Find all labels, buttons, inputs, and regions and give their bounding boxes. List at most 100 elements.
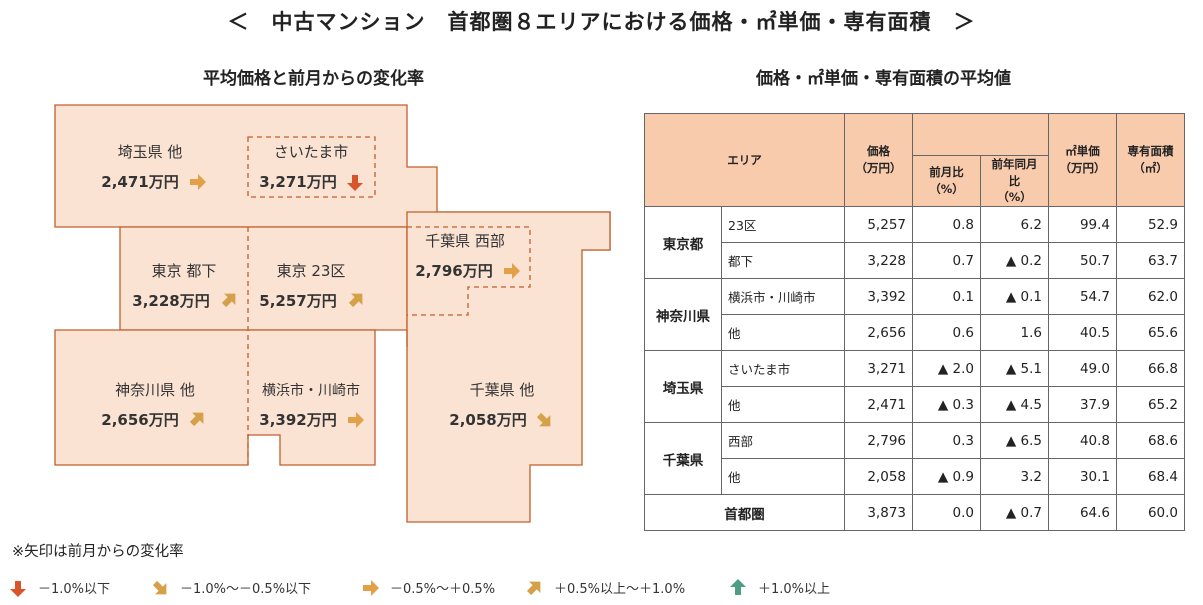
- legend-label: ＋0.5%以上～＋1.0%: [554, 582, 685, 597]
- cell-unit-price: 54.7: [1048, 278, 1117, 316]
- table-row: 千葉県 西部 2,796 0.3 ▲ 6.5 40.8 68.6: [644, 422, 1185, 496]
- cell-unit-price: 30.1: [1048, 458, 1117, 496]
- cell-size: 66.8: [1116, 350, 1185, 388]
- map-subtitle: 平均価格と前月からの変化率: [203, 69, 424, 89]
- cell-price: 2,656: [844, 314, 913, 352]
- cell-size: 68.6: [1116, 422, 1185, 460]
- cell-yoy: ▲ 6.5: [980, 422, 1049, 460]
- region-label: 東京 23区: [277, 262, 346, 280]
- header-area: エリア: [644, 112, 845, 208]
- cell-mom: 0.0: [912, 494, 981, 532]
- group-label: 東京都: [644, 206, 722, 280]
- cell-price: 3,392: [844, 278, 913, 316]
- region-label: 東京 都下: [152, 262, 217, 280]
- cell-unit-price: 49.0: [1048, 350, 1117, 388]
- region-price: 3,228万円: [132, 292, 209, 310]
- table-row: 他 2,471 ▲ 0.3 ▲ 4.5 37.9 65.2: [645, 386, 1185, 424]
- row-label: 都下: [721, 242, 845, 280]
- group-label: 埼玉県: [644, 350, 722, 424]
- cell-unit-price: 37.9: [1048, 386, 1117, 424]
- cell-size: 68.4: [1116, 458, 1185, 496]
- region-price: 2,471万円: [101, 173, 178, 191]
- table-row: 他 2,656 0.6 1.6 40.5 65.6: [645, 314, 1185, 352]
- flat-arrow-icon: [363, 580, 379, 596]
- cell-size: 63.7: [1116, 242, 1185, 280]
- table-row: 埼玉県 さいたま市 3,271 ▲ 2.0 ▲ 5.1 49.0 66.8: [644, 350, 1185, 424]
- row-label: 23区: [721, 206, 845, 244]
- header-unit-price: ㎡単価 （万円）: [1048, 112, 1117, 208]
- cell-yoy: ▲ 5.1: [980, 350, 1049, 388]
- cell-yoy: ▲ 0.2: [980, 242, 1049, 280]
- region-tokyo: [119, 226, 408, 331]
- header-price: 価格 （万円）: [844, 112, 913, 208]
- cell-unit-price: 40.5: [1048, 314, 1117, 352]
- header-area-size: 専有面積 （㎡）: [1116, 112, 1185, 208]
- row-label: 他: [721, 386, 845, 424]
- group-label: 神奈川県: [644, 278, 722, 352]
- cell-mom: 0.1: [912, 278, 981, 316]
- legend-label: ＋1.0%以上: [758, 582, 830, 597]
- legend-label: －0.5%～＋0.5%: [390, 582, 495, 597]
- row-label: 西部: [721, 422, 845, 460]
- total-label: 首都圏: [644, 494, 845, 532]
- cell-yoy: ▲ 0.7: [980, 494, 1049, 532]
- region-price: 2,656万円: [101, 411, 178, 429]
- cell-yoy: 1.6: [980, 314, 1049, 352]
- legend-label: －1.0%～－0.5%以下: [180, 582, 311, 597]
- cell-unit-price: 40.8: [1048, 422, 1117, 460]
- cell-unit-price: 99.4: [1048, 206, 1117, 244]
- region-label: さいたま市: [274, 143, 349, 161]
- region-price: 3,271万円: [259, 173, 336, 191]
- cell-size: 65.6: [1116, 314, 1185, 352]
- table-row: 都下 3,228 0.7 ▲ 0.2 50.7 63.7: [645, 242, 1185, 280]
- table-row: 神奈川県 横浜市・川崎市 3,392 0.1 ▲ 0.1 54.7 62.0: [644, 278, 1185, 352]
- region-price: 5,257万円: [259, 292, 336, 310]
- cell-price: 2,058: [844, 458, 913, 496]
- cell-size: 60.0: [1116, 494, 1185, 532]
- region-price: 2,058万円: [449, 411, 526, 429]
- region-label: 埼玉県 他: [118, 143, 183, 161]
- region-kanagawa: [54, 329, 376, 466]
- cell-size: 52.9: [1116, 206, 1185, 244]
- data-table: エリア 価格 （万円） ㎡単価 （万円） 専有面積 （㎡） 前月比 （%） 前年同月比（…: [644, 112, 1185, 532]
- cell-price: 3,228: [844, 242, 913, 280]
- table-row: 他 2,058 ▲ 0.9 3.2 30.1 68.4: [645, 458, 1185, 496]
- cell-yoy: 6.2: [980, 206, 1049, 244]
- region-label: 神奈川県 他: [115, 381, 195, 399]
- region-label: 千葉県 他: [470, 381, 535, 399]
- cell-price: 3,271: [844, 350, 913, 388]
- down-strong-arrow-icon: [10, 581, 26, 597]
- cell-mom: ▲ 0.3: [912, 386, 981, 424]
- cell-mom: 0.8: [912, 206, 981, 244]
- region-price: 2,796万円: [415, 262, 492, 280]
- cell-price: 2,796: [844, 422, 913, 460]
- header-mom: 前月比 （%）: [912, 154, 981, 208]
- region-label: 千葉県 西部: [425, 232, 505, 250]
- legend: －1.0%以下 －1.0%～－0.5%以下 －0.5%～＋0.5% ＋0.5%以…: [10, 575, 830, 601]
- region-label: 横浜市・川崎市: [262, 382, 360, 399]
- cell-price: 3,873: [844, 494, 913, 532]
- cell-mom: ▲ 2.0: [912, 350, 981, 388]
- table-row: 東京都 23区 5,257 0.8 6.2 99.4 52.9: [644, 206, 1185, 280]
- cell-unit-price: 64.6: [1048, 494, 1117, 532]
- region-price: 3,392万円: [259, 411, 336, 429]
- row-label: 横浜市・川崎市: [721, 278, 845, 316]
- table-row-total: 首都圏 3,873 0.0 ▲ 0.7 64.6 60.0: [644, 494, 1185, 532]
- up-strong-arrow-icon: [730, 579, 746, 595]
- cell-yoy: ▲ 0.1: [980, 278, 1049, 316]
- down-arrow-icon: [149, 577, 173, 601]
- cell-unit-price: 50.7: [1048, 242, 1117, 280]
- cell-mom: 0.6: [912, 314, 981, 352]
- region-chiba: [406, 211, 611, 523]
- up-arrow-icon: [523, 575, 547, 599]
- cell-mom: ▲ 0.9: [912, 458, 981, 496]
- table-subtitle: 価格・㎡単価・専有面積の平均値: [756, 69, 1011, 89]
- row-label: さいたま市: [721, 350, 845, 388]
- region-map: 埼玉県 他 2,471万円 さいたま市 3,271万円 千葉県 西部 2,796…: [54, 104, 611, 523]
- header-yoy: 前年同月比 （%）: [980, 154, 1049, 208]
- cell-yoy: 3.2: [980, 458, 1049, 496]
- cell-size: 65.2: [1116, 386, 1185, 424]
- cell-price: 2,471: [844, 386, 913, 424]
- legend-label: －1.0%以下: [38, 582, 110, 597]
- page-title: ＜ 中古マンション 首都圏８エリアにおける価格・㎡単価・専有面積 ＞: [227, 10, 976, 34]
